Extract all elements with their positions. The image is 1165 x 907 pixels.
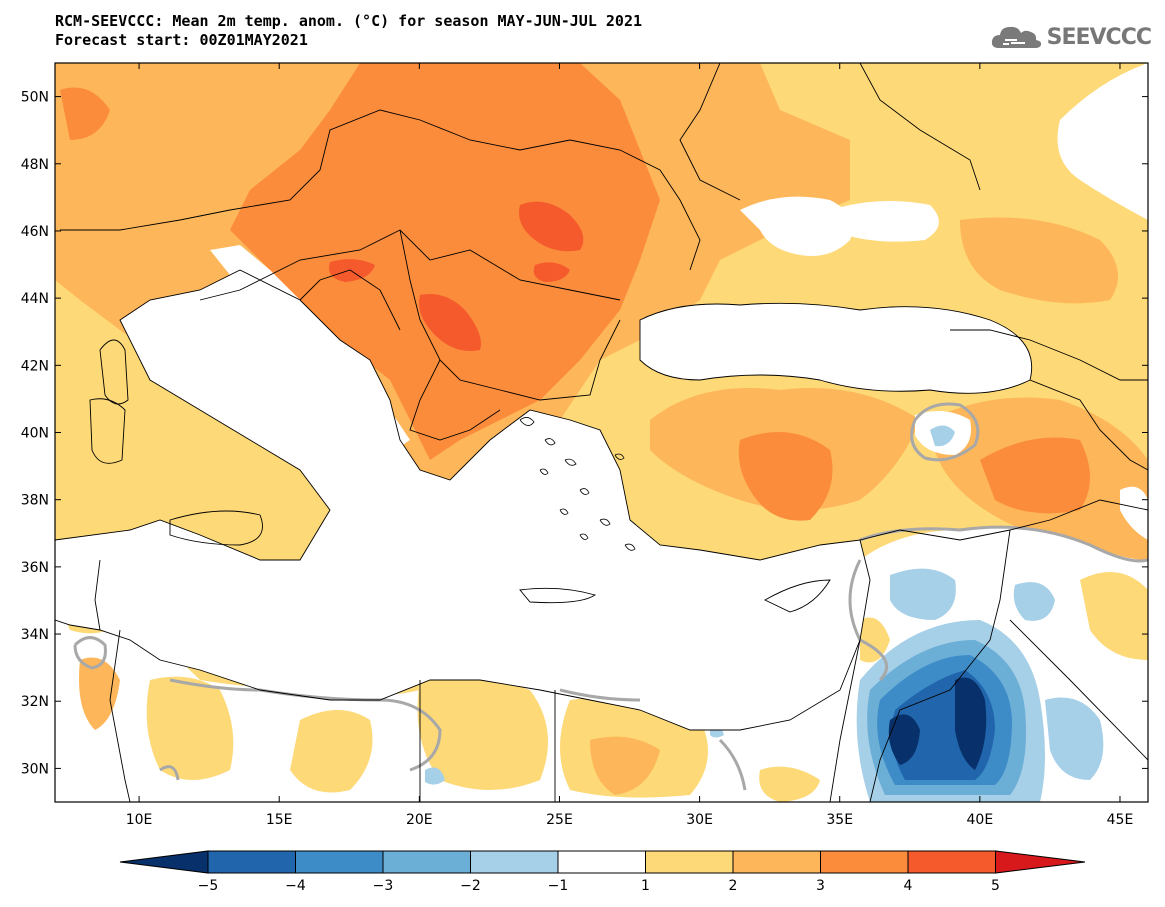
colorbar-label: −2 <box>460 878 481 894</box>
lon-tick-label: 25E <box>546 812 573 828</box>
anomaly-3-4-regions <box>60 63 1090 521</box>
colorbar-label: 5 <box>991 878 1000 894</box>
colorbar-label: −3 <box>373 878 394 894</box>
colorbar-bin <box>907 850 996 874</box>
map-title: RCM-SEEVCCC: Mean 2m temp. anom. (°C) fo… <box>55 12 642 50</box>
seevccc-logo: SEEVCCC <box>989 22 1152 52</box>
coastlines-borders <box>55 63 1148 802</box>
colorbar-bin <box>382 850 471 874</box>
lon-tick-label: 30E <box>686 812 713 828</box>
logo-text: SEEVCCC <box>1046 24 1152 50</box>
colorbar-bin <box>295 850 384 874</box>
colorbar-label: −4 <box>285 878 306 894</box>
lat-tick-label: 48N <box>21 157 49 173</box>
lat-tick-label: 34N <box>21 627 49 643</box>
colorbar-extend-high <box>995 850 1086 874</box>
anomaly-2-3-patches <box>79 657 660 795</box>
lat-tick-label: 36N <box>21 560 49 576</box>
colorbar-bin <box>732 850 821 874</box>
cloud-icon <box>991 26 1041 48</box>
latitude-axis: 50N 48N 46N 44N 42N 40N 38N 36N 34N 32N 30N <box>21 90 1148 777</box>
colorbar-label: 3 <box>816 878 825 894</box>
colorbar-label: −5 <box>198 878 219 894</box>
colorbar-bin <box>557 850 646 874</box>
aegean-islands <box>519 417 636 551</box>
lat-tick-label: 42N <box>21 358 49 374</box>
lat-tick-label: 44N <box>21 291 49 307</box>
lat-tick-label: 46N <box>21 224 49 240</box>
longitude-axis: 10E 15E 20E 25E 30E 35E 40E 45E <box>126 63 1134 828</box>
colorbar-bin <box>645 850 734 874</box>
lat-tick-label: 50N <box>21 90 49 106</box>
lon-tick-label: 45E <box>1107 812 1134 828</box>
colorbar: −5 −4 −3 −2 −1 1 2 3 4 5 <box>119 850 1086 894</box>
lat-tick-label: 38N <box>21 493 49 509</box>
sea-areas <box>55 196 1032 730</box>
lat-tick-label: 32N <box>21 694 49 710</box>
colorbar-label: 2 <box>729 878 738 894</box>
colorbar-label: 4 <box>904 878 913 894</box>
colorbar-bin <box>470 850 559 874</box>
title-line-2: Forecast start: 00Z01MAY2021 <box>55 31 308 49</box>
lon-tick-label: 10E <box>126 812 153 828</box>
lon-tick-label: 15E <box>266 812 293 828</box>
lat-tick-label: 30N <box>21 761 49 777</box>
colorbar-bin <box>207 850 296 874</box>
colorbar-extend-low <box>119 850 209 874</box>
colorbar-label: 1 <box>641 878 650 894</box>
colorbar-label: −1 <box>548 878 569 894</box>
anomaly-4-5-regions <box>329 201 584 351</box>
lon-tick-label: 40E <box>967 812 994 828</box>
lon-tick-label: 35E <box>826 812 853 828</box>
cold-anomaly-regions <box>425 425 1104 802</box>
title-line-1: RCM-SEEVCCC: Mean 2m temp. anom. (°C) fo… <box>55 12 642 30</box>
map-field <box>55 63 1148 802</box>
lon-tick-label: 20E <box>406 812 433 828</box>
colorbar-bin <box>820 850 909 874</box>
lat-tick-label: 40N <box>21 426 49 442</box>
